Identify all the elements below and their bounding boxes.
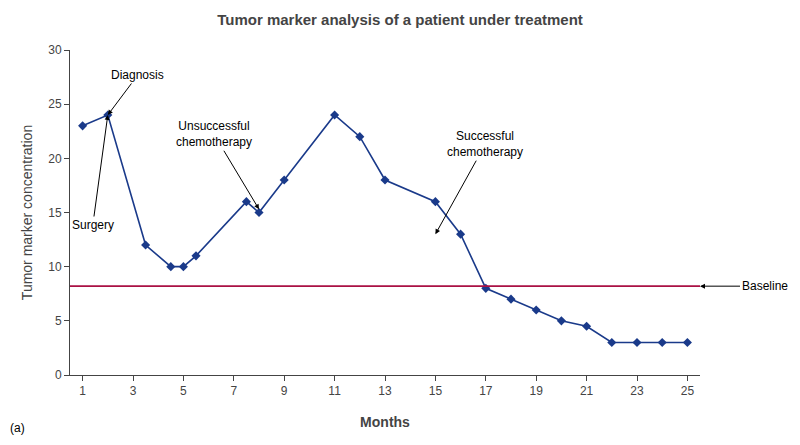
- svg-text:7: 7: [230, 384, 237, 398]
- svg-text:Surgery: Surgery: [72, 218, 114, 232]
- svg-text:15: 15: [48, 206, 62, 220]
- svg-text:1: 1: [79, 384, 86, 398]
- svg-text:11: 11: [328, 384, 341, 398]
- svg-text:17: 17: [479, 384, 493, 398]
- svg-text:Months: Months: [360, 414, 410, 430]
- svg-text:5: 5: [180, 384, 187, 398]
- svg-text:9: 9: [281, 384, 288, 398]
- svg-text:Unsuccessfulchemotherapy: Unsuccessfulchemotherapy: [176, 119, 252, 149]
- svg-text:Baseline: Baseline: [742, 279, 788, 293]
- svg-text:19: 19: [530, 384, 544, 398]
- svg-text:Diagnosis: Diagnosis: [111, 68, 164, 82]
- svg-text:3: 3: [130, 384, 137, 398]
- svg-text:15: 15: [429, 384, 443, 398]
- svg-text:23: 23: [630, 384, 644, 398]
- svg-text:(a): (a): [10, 421, 25, 435]
- svg-text:13: 13: [378, 384, 392, 398]
- svg-text:25: 25: [681, 384, 695, 398]
- svg-text:20: 20: [48, 152, 62, 166]
- svg-text:Tumor marker concentration: Tumor marker concentration: [19, 125, 35, 300]
- svg-text:21: 21: [580, 384, 594, 398]
- svg-text:Tumor marker analysis of a pat: Tumor marker analysis of a patient under…: [217, 11, 583, 28]
- svg-text:Successfulchemotherapy: Successfulchemotherapy: [447, 129, 523, 159]
- svg-text:25: 25: [48, 97, 62, 111]
- svg-text:0: 0: [55, 368, 62, 382]
- svg-text:30: 30: [48, 43, 62, 57]
- svg-text:5: 5: [55, 314, 62, 328]
- svg-text:10: 10: [48, 260, 62, 274]
